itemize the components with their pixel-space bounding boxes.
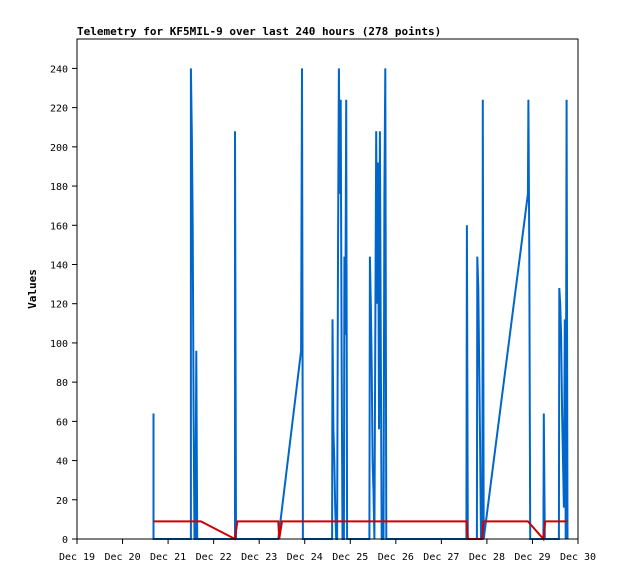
x-tick-label: Dec 25: [332, 552, 368, 563]
y-tick-label: 60: [56, 417, 68, 428]
y-axis-label: Values: [26, 269, 39, 309]
y-tick-label: 120: [50, 300, 68, 311]
x-tick-label: Dec 19: [59, 552, 95, 563]
y-axis: 0 20 40 60 80 100 120 140 160 180 200 220 240: [50, 64, 77, 546]
y-tick-label: 140: [50, 260, 68, 271]
x-axis: Dec 19 Dec 20 Dec 21 Dec 22 Dec 23 Dec 24 Dec …: [59, 539, 596, 563]
x-tick-label: Dec 24: [287, 552, 323, 563]
series-line-2: [153, 520, 568, 542]
y-tick-label: 160: [50, 221, 68, 232]
x-tick-label: Dec 28: [469, 552, 505, 563]
y-tick-label: 100: [50, 339, 68, 350]
y-tick-label: 240: [50, 64, 68, 75]
chart-title: Telemetry for KF5MIL-9 over last 240 hou…: [77, 25, 441, 38]
x-tick-label: Dec 30: [560, 552, 596, 563]
series-line-1: [152, 68, 569, 540]
x-tick-label: Dec 27: [423, 552, 459, 563]
plot-frame: [76, 38, 579, 540]
x-tick-label: Dec 22: [196, 552, 232, 563]
x-tick-label: Dec 29: [514, 552, 550, 563]
y-tick-label: 220: [50, 104, 68, 115]
y-tick-label: 180: [50, 182, 68, 193]
y-tick-label: 80: [56, 378, 68, 389]
x-tick-label: Dec 26: [378, 552, 414, 563]
series-layer: [152, 68, 569, 542]
x-tick-label: Dec 23: [241, 552, 277, 563]
x-tick-label: Dec 21: [150, 552, 186, 563]
y-tick-label: 20: [56, 496, 68, 507]
x-tick-label: Dec 20: [104, 552, 140, 563]
y-tick-label: 200: [50, 143, 68, 154]
y-tick-label: 0: [62, 535, 68, 546]
y-tick-label: 40: [56, 457, 68, 468]
